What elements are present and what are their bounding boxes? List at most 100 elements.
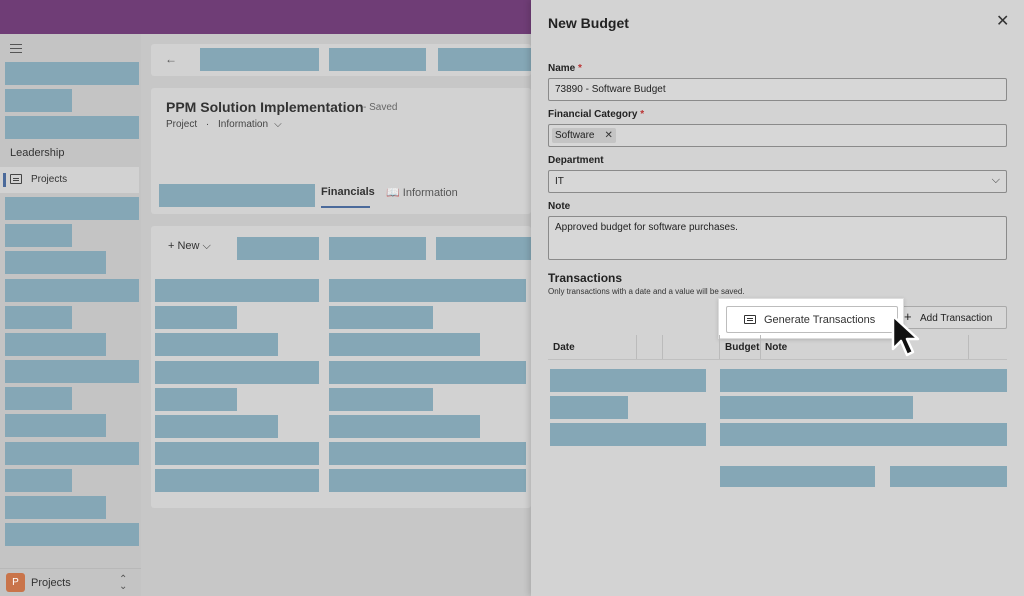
save-status: - Saved <box>363 102 398 113</box>
command-placeholder[interactable] <box>329 237 426 260</box>
sidebar-item-placeholder[interactable] <box>5 224 72 247</box>
footer-button-placeholder[interactable] <box>890 466 1007 487</box>
grid-cell-placeholder <box>329 279 526 302</box>
area-switcher[interactable]: P Projects ⌃ ⌄ <box>0 568 141 596</box>
generate-transactions-highlight: Generate Transactions <box>718 298 904 339</box>
tab-label: Information <box>402 187 458 199</box>
sidebar-item-placeholder[interactable] <box>5 442 139 465</box>
remove-chip-icon[interactable]: ✕ <box>604 130 613 141</box>
column-divider <box>636 335 637 359</box>
column-divider <box>968 335 969 359</box>
sidebar-item-placeholder[interactable] <box>5 116 139 139</box>
command-placeholder[interactable] <box>436 237 531 260</box>
department-select[interactable]: IT ⌵ <box>548 170 1007 193</box>
transaction-cell-placeholder[interactable] <box>550 369 706 392</box>
form-name: Information <box>218 119 269 130</box>
sidebar-item-placeholder[interactable] <box>5 360 139 383</box>
transactions-title: Transactions <box>548 271 623 285</box>
grid-cell-placeholder <box>329 306 433 329</box>
transaction-cell-placeholder[interactable] <box>550 396 628 419</box>
close-icon[interactable]: ✕ <box>996 13 1010 30</box>
sidebar-item-placeholder[interactable] <box>5 387 72 410</box>
active-indicator <box>3 173 6 187</box>
sidebar-section-label: Leadership <box>10 147 65 159</box>
tab-financials[interactable]: Financials <box>321 186 375 198</box>
sidebar-item-placeholder[interactable] <box>5 279 139 302</box>
form-selector[interactable]: Information ⌵ <box>218 119 288 130</box>
command-placeholder[interactable] <box>237 237 319 260</box>
back-arrow-icon[interactable]: ← <box>165 52 177 66</box>
label-text: Name <box>548 63 576 74</box>
column-divider <box>662 335 663 359</box>
department-value: IT <box>555 176 564 187</box>
add-transaction-button[interactable]: + Add Transaction <box>896 306 1007 329</box>
sidebar-item-placeholder[interactable] <box>5 306 72 329</box>
tab-placeholder[interactable] <box>159 184 315 207</box>
plus-icon: + <box>904 309 912 324</box>
financial-category-field[interactable]: Software ✕ <box>548 124 1007 147</box>
name-field[interactable]: 73890 - Software Budget <box>548 78 1007 101</box>
separator: · <box>205 119 210 130</box>
sidebar-item-placeholder[interactable] <box>5 89 72 112</box>
sidebar-item-label: Projects <box>31 174 68 185</box>
grid-cell-placeholder <box>329 361 526 384</box>
command-placeholder[interactable] <box>438 48 531 71</box>
financial-category-label: Financial Category * <box>548 109 644 120</box>
grid-cell-placeholder <box>155 279 319 302</box>
chevron-updown-icon: ⌃ ⌄ <box>119 574 128 592</box>
area-badge: P <box>6 573 25 592</box>
chip-label: Software <box>555 130 595 141</box>
chevron-down-icon: ⌵ <box>991 174 1000 186</box>
command-placeholder[interactable] <box>200 48 319 71</box>
main-content: ← PPM Solution Implementation - Saved Pr… <box>141 34 531 596</box>
grid-cell-placeholder <box>329 442 526 465</box>
command-placeholder[interactable] <box>329 48 426 71</box>
tab-information[interactable]: 📖 Information <box>386 186 458 199</box>
sidebar-item-placeholder[interactable] <box>5 333 106 356</box>
hamburger-menu-icon[interactable] <box>10 44 22 53</box>
label-text: Financial Category <box>548 109 638 120</box>
sidebar-item-projects[interactable]: Projects <box>0 167 139 193</box>
generate-transactions-button[interactable]: Generate Transactions <box>726 306 898 333</box>
grid-cell-placeholder <box>155 415 278 438</box>
generate-icon <box>744 315 756 324</box>
category-chip: Software ✕ <box>552 128 616 143</box>
grid-cell-placeholder <box>329 469 526 492</box>
transaction-cell-placeholder[interactable] <box>720 369 1007 392</box>
header-divider <box>548 359 1007 360</box>
transactions-hint: Only transactions with a date and a valu… <box>548 287 745 296</box>
sidebar-item-placeholder[interactable] <box>5 523 139 546</box>
grid-cell-placeholder <box>155 442 319 465</box>
sidebar: Leadership Projects P Projects ⌃ ⌄ <box>0 34 141 596</box>
sidebar-item-placeholder[interactable] <box>5 414 106 437</box>
column-divider <box>719 335 720 359</box>
button-label: Generate Transactions <box>764 314 876 326</box>
column-header-budget[interactable]: Budget <box>725 342 760 353</box>
entity-name: Project <box>166 119 198 130</box>
grid-cell-placeholder <box>329 333 480 356</box>
column-divider <box>760 335 761 359</box>
footer-button-placeholder[interactable] <box>720 466 875 487</box>
grid-cell-placeholder <box>155 361 319 384</box>
column-header-date[interactable]: Date <box>553 342 575 353</box>
sidebar-item-placeholder[interactable] <box>5 251 106 274</box>
sidebar-item-placeholder[interactable] <box>5 197 139 220</box>
transaction-cell-placeholder[interactable] <box>720 396 913 419</box>
button-label: Add Transaction <box>920 313 993 324</box>
note-textarea[interactable]: Approved budget for software purchases. <box>548 216 1007 260</box>
note-label: Note <box>548 201 571 212</box>
sidebar-item-placeholder[interactable] <box>5 496 106 519</box>
transaction-cell-placeholder[interactable] <box>550 423 706 446</box>
sidebar-item-placeholder[interactable] <box>5 62 139 85</box>
transaction-cell-placeholder[interactable] <box>720 423 1007 446</box>
record-breadcrumb: Project · Information ⌵ <box>166 119 294 130</box>
active-tab-underline <box>321 206 370 208</box>
command-bar: ← <box>151 44 531 76</box>
department-label: Department <box>548 155 604 166</box>
grid-cell-placeholder <box>155 388 237 411</box>
column-header-note[interactable]: Note <box>765 342 788 353</box>
panel-title: New Budget <box>548 15 629 31</box>
record-title: PPM Solution Implementation <box>166 99 364 115</box>
new-button[interactable]: + New ⌵ <box>168 240 211 252</box>
sidebar-item-placeholder[interactable] <box>5 469 72 492</box>
